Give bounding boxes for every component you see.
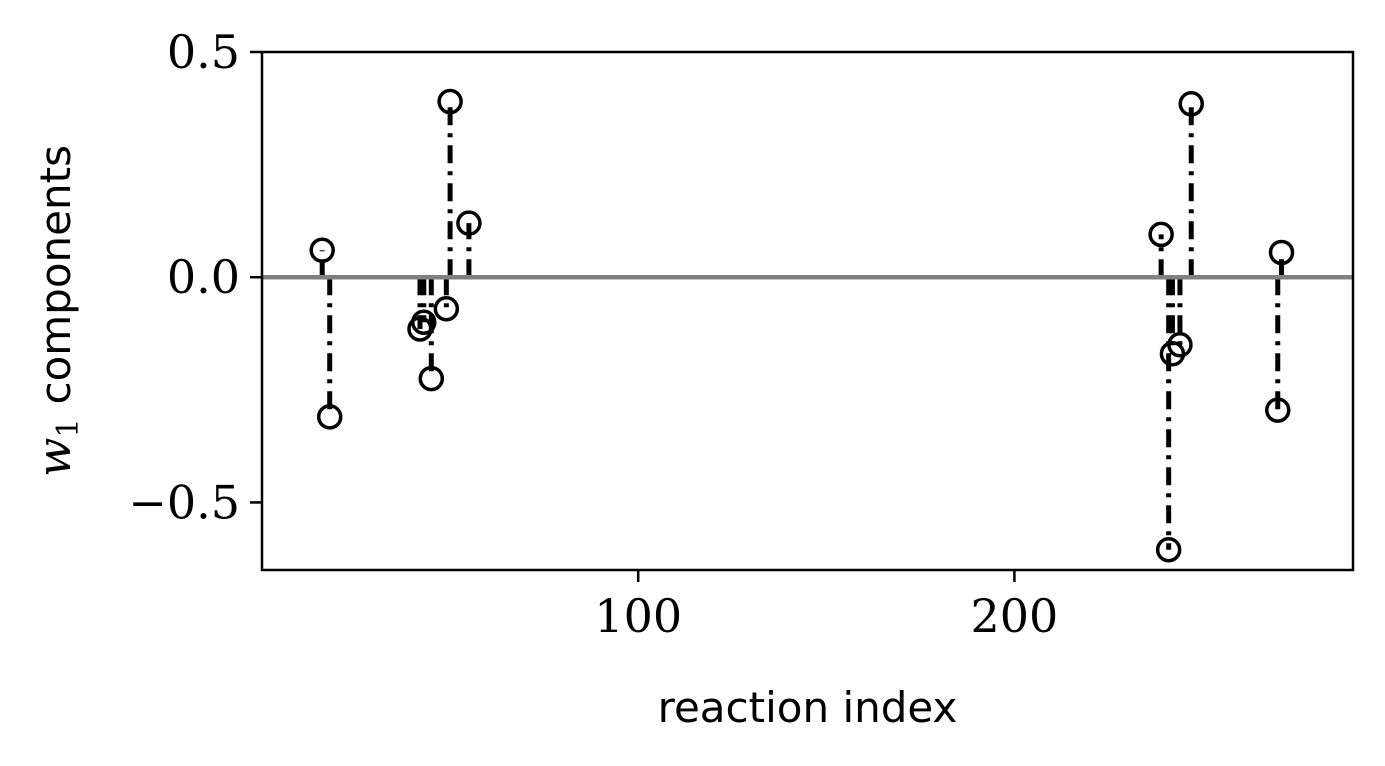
y-axis-label-text: components bbox=[31, 145, 80, 405]
stem-marker bbox=[1148, 221, 1174, 248]
stem-marker bbox=[1268, 239, 1295, 266]
stem-marker bbox=[316, 404, 343, 430]
stem-marker bbox=[433, 295, 460, 322]
stem-marker bbox=[456, 210, 482, 236]
y-tick-label: 0.0 bbox=[167, 250, 240, 304]
axis-ticks: 100 200 0.5 0.0 −0.5 bbox=[128, 25, 1058, 643]
plot-content bbox=[262, 88, 1353, 563]
y-tick-label: 0.5 bbox=[167, 25, 240, 79]
y-axis-label-subscript: 1 bbox=[51, 419, 86, 438]
data-layer bbox=[262, 88, 1353, 563]
y-axis-label-symbol: w bbox=[27, 438, 81, 477]
plot-frame bbox=[260, 50, 1355, 572]
stem-marker bbox=[1155, 536, 1182, 563]
x-axis-label: reaction index bbox=[658, 683, 958, 732]
x-tick-label: 100 bbox=[594, 589, 682, 643]
stem-marker bbox=[1265, 397, 1291, 423]
stem-marker bbox=[1178, 91, 1204, 117]
stem-marker bbox=[1167, 332, 1193, 358]
y-axis-label: w1 components bbox=[27, 145, 86, 477]
x-tick-label: 200 bbox=[971, 589, 1059, 643]
y-tick-label: −0.5 bbox=[128, 475, 240, 529]
stem-marker bbox=[418, 365, 445, 392]
stem-marker bbox=[411, 309, 437, 336]
stem-marker bbox=[437, 88, 463, 115]
stem-marker bbox=[309, 237, 335, 263]
svg-text:w1components: w1 components bbox=[27, 145, 86, 477]
